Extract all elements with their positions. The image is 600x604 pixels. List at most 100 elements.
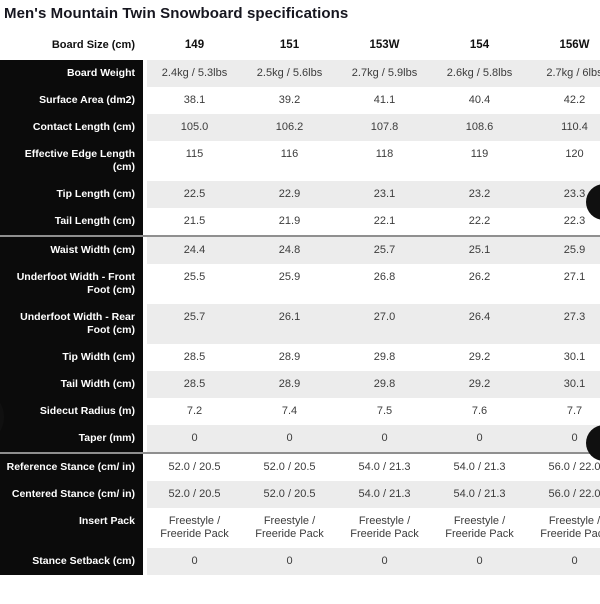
spec-value: 25.7 (147, 304, 242, 344)
spec-value: 28.5 (147, 371, 242, 398)
size-column-header: 151 (242, 30, 337, 60)
row-label: Taper (mm) (0, 425, 147, 452)
spec-value: 0 (337, 548, 432, 575)
spec-value: 0 (337, 425, 432, 452)
spec-value: 0 (147, 425, 242, 452)
spec-row: Reference Stance (cm/ in) 52.0 / 20.5 52.0… (0, 452, 600, 481)
size-column-header: 154 (432, 30, 527, 60)
spec-value: 41.1 (337, 87, 432, 114)
spec-value: 29.2 (432, 344, 527, 371)
spec-value: 24.8 (242, 237, 337, 264)
row-label: Reference Stance (cm/ in) (0, 454, 147, 481)
spec-value: 108.6 (432, 114, 527, 141)
spec-row: Stance Setback (cm) 0 0 0 0 0 (0, 548, 600, 575)
spec-value: 25.5 (147, 264, 242, 304)
spec-table: Board Size (cm) 149 151 153W 154 156W Bo… (0, 30, 600, 575)
spec-value: 52.0 / 20.5 (147, 481, 242, 508)
spec-value: 7.5 (337, 398, 432, 425)
spec-row: Underfoot Width - Front Foot (cm) 25.5 25.… (0, 264, 600, 304)
spec-value: 23.1 (337, 181, 432, 208)
spec-value: 27.1 (527, 264, 600, 304)
floating-button-left[interactable] (0, 389, 4, 445)
spec-value: 54.0 / 21.3 (432, 481, 527, 508)
spec-value: 40.4 (432, 87, 527, 114)
spec-value: 27.0 (337, 304, 432, 344)
spec-value: 38.1 (147, 87, 242, 114)
spec-value: 2.7kg / 6lbs (527, 60, 600, 87)
spec-row: Contact Length (cm) 105.0 106.2 107.8 108.6 1… (0, 114, 600, 141)
spec-value: Freestyle / Freeride Pack (527, 508, 600, 548)
spec-value: 54.0 / 21.3 (432, 454, 527, 481)
size-column-header: 149 (147, 30, 242, 60)
spec-value: 0 (242, 425, 337, 452)
spec-value: 39.2 (242, 87, 337, 114)
spec-value: 120 (527, 141, 600, 181)
spec-value: Freestyle / Freeride Pack (242, 508, 337, 548)
spec-value: 22.1 (337, 208, 432, 235)
spec-row: Tail Width (cm) 28.5 28.9 29.8 29.2 30.1 (0, 371, 600, 398)
spec-value: 52.0 / 20.5 (147, 454, 242, 481)
spec-row: Centered Stance (cm/ in) 52.0 / 20.5 52.0 … (0, 481, 600, 508)
spec-value: 106.2 (242, 114, 337, 141)
size-header-row: Board Size (cm) 149 151 153W 154 156W (0, 30, 600, 60)
spec-value: 26.1 (242, 304, 337, 344)
row-label: Centered Stance (cm/ in) (0, 481, 147, 508)
row-label: Effective Edge Length (cm) (0, 141, 147, 181)
spec-value: 0 (527, 548, 600, 575)
spec-row: Surface Area (dm2) 38.1 39.2 41.1 40.4 42.2 (0, 87, 600, 114)
row-label: Stance Setback (cm) (0, 548, 147, 575)
row-label: Sidecut Radius (m) (0, 398, 147, 425)
spec-value: 27.3 (527, 304, 600, 344)
spec-value: 107.8 (337, 114, 432, 141)
row-label: Surface Area (dm2) (0, 87, 147, 114)
page-title: Men's Mountain Twin Snowboard specificat… (4, 5, 349, 22)
spec-value: 28.9 (242, 344, 337, 371)
spec-value: 25.7 (337, 237, 432, 264)
spec-value: 22.5 (147, 181, 242, 208)
spec-row: Taper (mm) 0 0 0 0 0 (0, 425, 600, 452)
spec-row: Sidecut Radius (m) 7.2 7.4 7.5 7.6 7.7 (0, 398, 600, 425)
spec-value: 29.8 (337, 371, 432, 398)
spec-value: 26.4 (432, 304, 527, 344)
spec-value: 26.2 (432, 264, 527, 304)
spec-value: 56.0 / 22.0 (527, 454, 600, 481)
spec-value: 42.2 (527, 87, 600, 114)
size-column-header: 156W (527, 30, 600, 60)
spec-value: 29.8 (337, 344, 432, 371)
spec-value: 0 (242, 548, 337, 575)
spec-value: 54.0 / 21.3 (337, 481, 432, 508)
board-size-header: Board Size (cm) (0, 30, 147, 60)
spec-value: Freestyle / Freeride Pack (147, 508, 242, 548)
spec-value: 7.4 (242, 398, 337, 425)
spec-value: 118 (337, 141, 432, 181)
spec-value: 21.5 (147, 208, 242, 235)
spec-value: 52.0 / 20.5 (242, 481, 337, 508)
spec-value: 7.6 (432, 398, 527, 425)
spec-value: 105.0 (147, 114, 242, 141)
spec-value: 115 (147, 141, 242, 181)
size-column-header: 153W (337, 30, 432, 60)
row-label: Tip Width (cm) (0, 344, 147, 371)
spec-value: 22.2 (432, 208, 527, 235)
row-label: Board Weight (0, 60, 147, 87)
row-label: Underfoot Width - Rear Foot (cm) (0, 304, 147, 344)
spec-value: 7.7 (527, 398, 600, 425)
row-label: Contact Length (cm) (0, 114, 147, 141)
spec-value: 23.2 (432, 181, 527, 208)
floating-button-right-lower[interactable] (586, 425, 600, 461)
row-label: Waist Width (cm) (0, 237, 147, 264)
row-label: Tip Length (cm) (0, 181, 147, 208)
spec-row: Effective Edge Length (cm) 115 116 118 119 12… (0, 141, 600, 181)
row-label: Underfoot Width - Front Foot (cm) (0, 264, 147, 304)
spec-row: Board Weight 2.4kg / 5.3lbs 2.5kg / 5.6lbs… (0, 60, 600, 87)
spec-value: 28.5 (147, 344, 242, 371)
spec-value: 30.1 (527, 344, 600, 371)
spec-row: Tip Length (cm) 22.5 22.9 23.1 23.2 23.3 (0, 181, 600, 208)
spec-value: Freestyle / Freeride Pack (337, 508, 432, 548)
spec-value: 2.6kg / 5.8lbs (432, 60, 527, 87)
spec-value: 24.4 (147, 237, 242, 264)
spec-row: Waist Width (cm) 24.4 24.8 25.7 25.1 25.9 (0, 235, 600, 264)
spec-value: 110.4 (527, 114, 600, 141)
spec-value: 116 (242, 141, 337, 181)
floating-button-right-upper[interactable] (586, 184, 600, 220)
